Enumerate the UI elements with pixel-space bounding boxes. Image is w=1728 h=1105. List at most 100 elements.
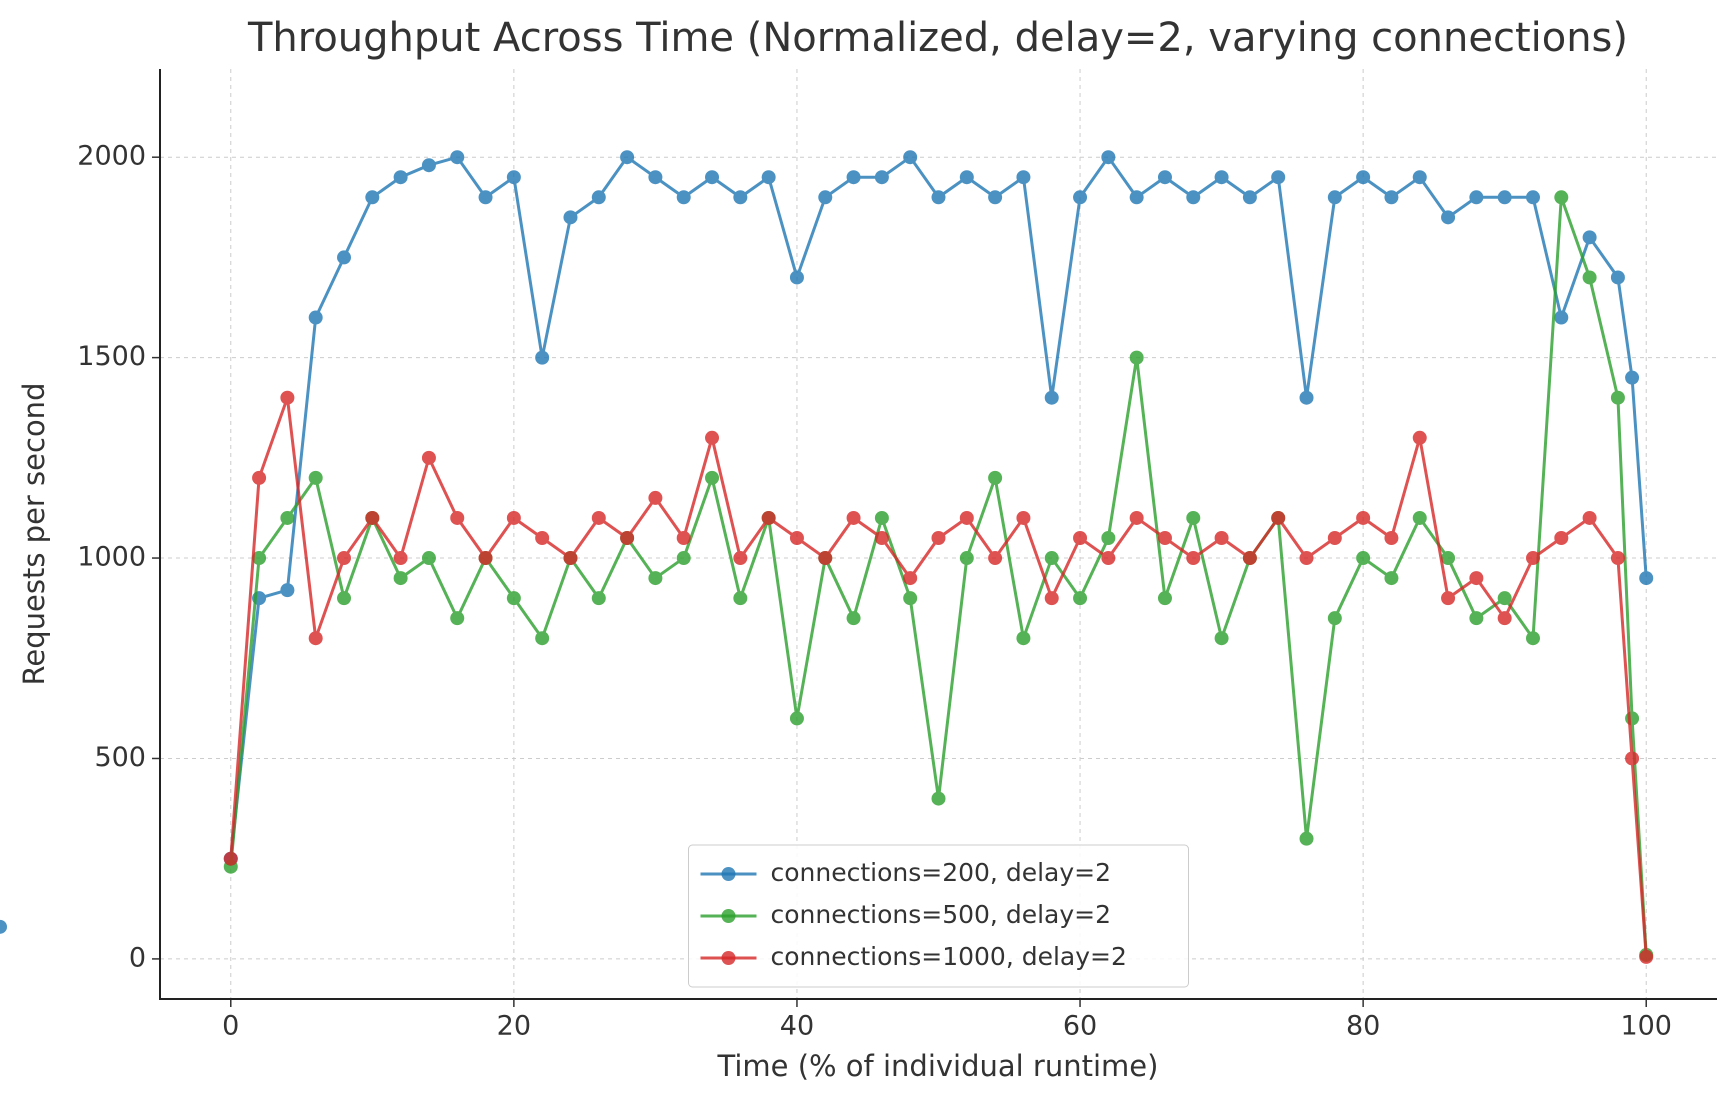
series: [223, 390, 1654, 964]
y-tick-label: 1500: [77, 341, 146, 372]
point: [1554, 310, 1569, 325]
point: [676, 551, 691, 566]
point: [1327, 190, 1342, 205]
point: [789, 270, 804, 285]
point: [1554, 531, 1569, 546]
point: [676, 190, 691, 205]
point: [959, 551, 974, 566]
point: [1186, 190, 1201, 205]
point: [676, 531, 691, 546]
point: [1525, 551, 1540, 566]
point: [620, 150, 635, 165]
point: [535, 631, 550, 646]
point: [1639, 571, 1654, 586]
point: [818, 190, 833, 205]
point: [988, 551, 1003, 566]
y-tick-label: 1000: [77, 542, 146, 573]
point: [1101, 551, 1116, 566]
point: [903, 150, 918, 165]
point: [393, 571, 408, 586]
point: [1044, 591, 1059, 606]
point: [1384, 571, 1399, 586]
point: [1327, 531, 1342, 546]
point: [308, 631, 323, 646]
y-tick-label: 0: [129, 942, 146, 973]
point: [591, 190, 606, 205]
point: [365, 190, 380, 205]
point: [1129, 510, 1144, 525]
point: [1214, 631, 1229, 646]
point: [1073, 190, 1088, 205]
point: [931, 531, 946, 546]
legend-label: connections=200, delay=2: [771, 858, 1112, 887]
point: [1469, 571, 1484, 586]
point: [1412, 170, 1427, 185]
axes: [159, 69, 1717, 1000]
point: [1299, 831, 1314, 846]
point: [308, 310, 323, 325]
point: [1214, 170, 1229, 185]
point: [252, 470, 267, 485]
point: [1356, 170, 1371, 185]
legend-marker: [721, 951, 736, 965]
point: [959, 510, 974, 525]
y-tick-label: 2000: [77, 141, 146, 172]
point: [421, 551, 436, 566]
point: [846, 510, 861, 525]
point: [1129, 190, 1144, 205]
point: [506, 591, 521, 606]
point: [280, 583, 295, 598]
point: [903, 571, 918, 586]
point: [1186, 551, 1201, 566]
x-tick-label: 0: [222, 1011, 239, 1042]
legend-marker: [721, 909, 736, 923]
point: [733, 551, 748, 566]
x-tick-label: 60: [1063, 1011, 1097, 1042]
point: [648, 170, 663, 185]
point: [874, 170, 889, 185]
point: [506, 510, 521, 525]
series-line: [229, 196, 1648, 955]
point: [1271, 170, 1286, 185]
point: [337, 250, 352, 265]
point: [733, 190, 748, 205]
point: [620, 531, 635, 546]
point: [591, 591, 606, 606]
point: [1412, 510, 1427, 525]
point: [789, 711, 804, 726]
series-line: [229, 397, 1648, 958]
point: [903, 591, 918, 606]
x-tick-label: 40: [780, 1011, 814, 1042]
point: [1610, 551, 1625, 566]
point: [1356, 510, 1371, 525]
x-axis-label: Time (% of individual runtime): [717, 1049, 1159, 1083]
point: [365, 510, 380, 525]
point: [1441, 210, 1456, 225]
point: [648, 571, 663, 586]
point: [308, 470, 323, 485]
point: [761, 170, 776, 185]
point: [1525, 631, 1540, 646]
point: [1186, 510, 1201, 525]
series-line: [229, 154, 1648, 859]
x-tick-label: 20: [497, 1011, 531, 1042]
point: [1044, 390, 1059, 405]
point: [1327, 611, 1342, 626]
point: [874, 531, 889, 546]
point: [1299, 390, 1314, 405]
point: [818, 551, 833, 566]
point: [988, 470, 1003, 485]
point: [535, 531, 550, 546]
point: [1497, 611, 1512, 626]
point: [789, 531, 804, 546]
point: [705, 170, 720, 185]
point: [874, 510, 889, 525]
point: [450, 510, 465, 525]
point: [1271, 510, 1286, 525]
point: [959, 170, 974, 185]
point: [1044, 551, 1059, 566]
point: [1157, 591, 1172, 606]
point: [280, 390, 295, 405]
point: [450, 150, 465, 165]
